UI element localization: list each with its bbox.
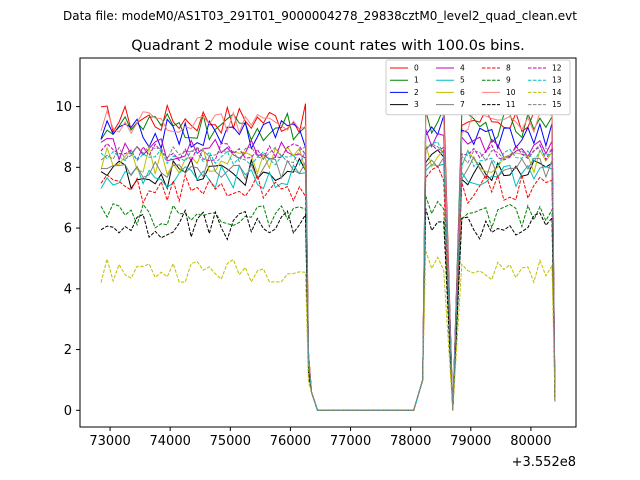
series-line-14 xyxy=(100,250,556,411)
legend-label: 1 xyxy=(414,76,419,85)
axes-frame xyxy=(79,57,577,428)
series-line-15 xyxy=(100,143,556,411)
series-line-9 xyxy=(100,195,556,411)
series-line-5 xyxy=(100,163,556,411)
legend-label: 2 xyxy=(414,88,419,97)
legend-label: 8 xyxy=(506,64,511,73)
legend-label: 6 xyxy=(460,88,465,97)
series-line-11 xyxy=(100,208,556,411)
x-tick-label: 75000 xyxy=(210,434,251,449)
series-line-0 xyxy=(100,95,556,411)
y-tick-label: 4 xyxy=(64,282,72,297)
legend-label: 10 xyxy=(506,88,516,97)
legend-label: 15 xyxy=(552,100,562,109)
y-tick-label: 0 xyxy=(64,404,72,419)
y-axis: 0 2 4 6 8 10 xyxy=(55,100,80,419)
x-tick-label: 74000 xyxy=(150,434,191,449)
y-tick-label: 2 xyxy=(64,343,72,358)
legend-label: 9 xyxy=(506,76,511,85)
legend-box xyxy=(385,59,571,116)
x-tick-label: 73000 xyxy=(89,434,130,449)
figure-suptitle: Data file: modeM0/AS1T03_291T01_90000042… xyxy=(63,9,577,23)
series-line-1 xyxy=(100,107,556,411)
series-line-8 xyxy=(100,165,556,411)
x-axis: 73000 74000 75000 76000 77000 78000 79000 80000 xyxy=(89,427,552,449)
legend-label: 7 xyxy=(460,100,465,109)
legend-label: 14 xyxy=(552,88,562,97)
x-tick-label: 79000 xyxy=(450,434,491,449)
legend-label: 13 xyxy=(552,76,562,85)
legend-label: 5 xyxy=(460,76,465,85)
legend-label: 3 xyxy=(414,100,419,109)
legend-label: 4 xyxy=(460,64,465,73)
series-line-13 xyxy=(100,141,556,411)
series-line-12 xyxy=(100,142,556,411)
x-tick-label: 76000 xyxy=(270,434,311,449)
plot-area: 73000 74000 75000 76000 77000 78000 79000 80000… xyxy=(55,57,577,470)
y-tick-label: 8 xyxy=(64,161,72,176)
x-tick-label: 80000 xyxy=(510,434,551,449)
chart-title: Quadrant 2 module wise count rates with … xyxy=(131,38,525,54)
series-line-6 xyxy=(100,144,556,411)
x-tick-label: 77000 xyxy=(330,434,371,449)
legend-label: 11 xyxy=(506,100,516,109)
y-tick-label: 10 xyxy=(55,100,72,115)
x-axis-offset-label: +3.552e8 xyxy=(512,455,576,470)
series-line-3 xyxy=(100,149,556,411)
y-tick-label: 6 xyxy=(64,222,72,237)
x-tick-label: 78000 xyxy=(390,434,431,449)
series-layer xyxy=(100,95,556,411)
legend-label: 0 xyxy=(414,64,419,73)
legend-label: 12 xyxy=(552,64,562,73)
